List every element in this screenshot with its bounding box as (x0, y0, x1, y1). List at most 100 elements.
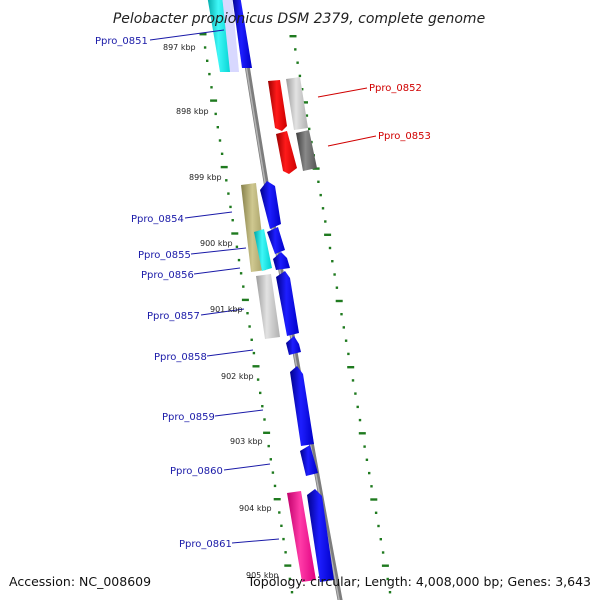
gene-feature[interactable] (207, 0, 232, 72)
tick-minor (256, 378, 260, 381)
tick-major (252, 365, 260, 368)
tick-minor (347, 352, 350, 356)
tick-minor (220, 152, 224, 155)
tick-minor (328, 246, 332, 250)
gene-feature[interactable] (296, 130, 317, 171)
gene-label-ppro-0852[interactable]: Ppro_0852 (369, 83, 422, 94)
tick-minor (271, 471, 275, 474)
tick-minor (333, 273, 336, 276)
gene-label-ppro-0853[interactable]: Ppro_0853 (378, 131, 431, 142)
tick-major (301, 101, 308, 104)
gene-feature[interactable] (300, 445, 318, 476)
gene-feature[interactable] (286, 77, 308, 130)
kbp-label: 905 kbp (246, 571, 279, 580)
tick-minor (237, 258, 241, 262)
tick-minor (284, 551, 287, 554)
kbp-label: 901 kbp (210, 305, 243, 314)
gene-feature[interactable] (222, 0, 239, 72)
tick-minor (273, 484, 277, 488)
tick-minor (324, 220, 327, 223)
tick-minor (381, 551, 385, 554)
tick-major (210, 99, 218, 102)
tick-minor (386, 577, 389, 581)
tick-major (358, 432, 366, 435)
tick-minor (331, 260, 334, 263)
tick-minor (227, 192, 230, 195)
gene-feature[interactable] (254, 229, 272, 271)
tick-minor (317, 180, 320, 183)
tick-minor (235, 245, 239, 248)
gene-features (207, 0, 334, 582)
tick-minor (250, 338, 253, 341)
tick-minor (319, 193, 322, 197)
tick-major (347, 366, 355, 369)
tick-minor (278, 511, 281, 514)
tick-minor (298, 74, 302, 78)
tick-minor (308, 127, 311, 131)
tick-minor (229, 205, 232, 209)
tick-minor (365, 458, 369, 461)
tick-major (370, 498, 378, 501)
tick-major (273, 498, 281, 501)
kbp-label: 900 kbp (200, 239, 233, 248)
tick-major (284, 564, 292, 567)
tick-major (263, 431, 271, 434)
tick-minor (252, 351, 256, 355)
gene-label-ppro-0860[interactable]: Ppro_0860 (170, 466, 223, 477)
tick-major (199, 33, 207, 36)
tick-minor (259, 391, 262, 395)
gene-label-ppro-0857[interactable]: Ppro_0857 (147, 311, 200, 322)
gene-label-ppro-0856[interactable]: Ppro_0856 (141, 270, 194, 281)
tick-minor (354, 392, 357, 395)
kbp-label: 899 kbp (189, 173, 222, 182)
tick-minor (218, 139, 222, 142)
gene-feature[interactable] (268, 80, 287, 131)
tick-minor (370, 485, 373, 488)
gene-feature[interactable] (267, 227, 285, 254)
gene-labels: Ppro_0851 Ppro_0852 Ppro_0853 Ppro_0854 … (95, 36, 431, 550)
gene-feature[interactable] (276, 131, 297, 174)
gene-label-ppro-0858[interactable]: Ppro_0858 (154, 352, 207, 363)
tick-minor (225, 179, 228, 182)
tick-major (312, 167, 320, 170)
gene-label-ppro-0861[interactable]: Ppro_0861 (179, 539, 232, 550)
gene-feature[interactable] (286, 336, 301, 355)
gene-feature[interactable] (232, 0, 252, 68)
tick-minor (214, 112, 217, 116)
tick-minor (269, 458, 272, 461)
gene-feature[interactable] (273, 252, 290, 270)
tick-minor (344, 339, 348, 342)
tick-minor (206, 59, 209, 62)
gene-feature[interactable] (260, 181, 281, 229)
tick-major (335, 299, 343, 303)
tick-major (231, 232, 239, 235)
label-connectors (149, 29, 377, 544)
gene-feature[interactable] (290, 366, 314, 446)
tick-minor (377, 524, 380, 528)
tick-minor (208, 72, 211, 76)
ticks-right (289, 35, 392, 594)
gene-label-ppro-0855[interactable]: Ppro_0855 (138, 250, 191, 261)
tick-minor (368, 471, 371, 475)
tick-minor (301, 88, 304, 91)
tick-minor (246, 312, 249, 315)
tick-minor (203, 46, 207, 49)
gene-label-ppro-0859[interactable]: Ppro_0859 (162, 412, 215, 423)
kbp-label: 903 kbp (230, 437, 263, 446)
gene-label-ppro-0851[interactable]: Ppro_0851 (95, 36, 148, 47)
tick-minor (288, 577, 292, 581)
tick-minor (335, 286, 339, 289)
tick-minor (356, 405, 359, 409)
tick-minor (379, 538, 382, 541)
tick-minor (280, 524, 283, 527)
tick-major (220, 165, 228, 169)
gene-feature[interactable] (307, 489, 334, 582)
gene-feature[interactable] (256, 274, 280, 339)
tick-major (381, 564, 389, 567)
kbp-label: 897 kbp (163, 43, 196, 52)
gene-feature[interactable] (276, 271, 299, 336)
gene-label-ppro-0854[interactable]: Ppro_0854 (131, 214, 184, 225)
gene-feature[interactable] (287, 491, 316, 582)
kbp-label: 902 kbp (221, 372, 254, 381)
